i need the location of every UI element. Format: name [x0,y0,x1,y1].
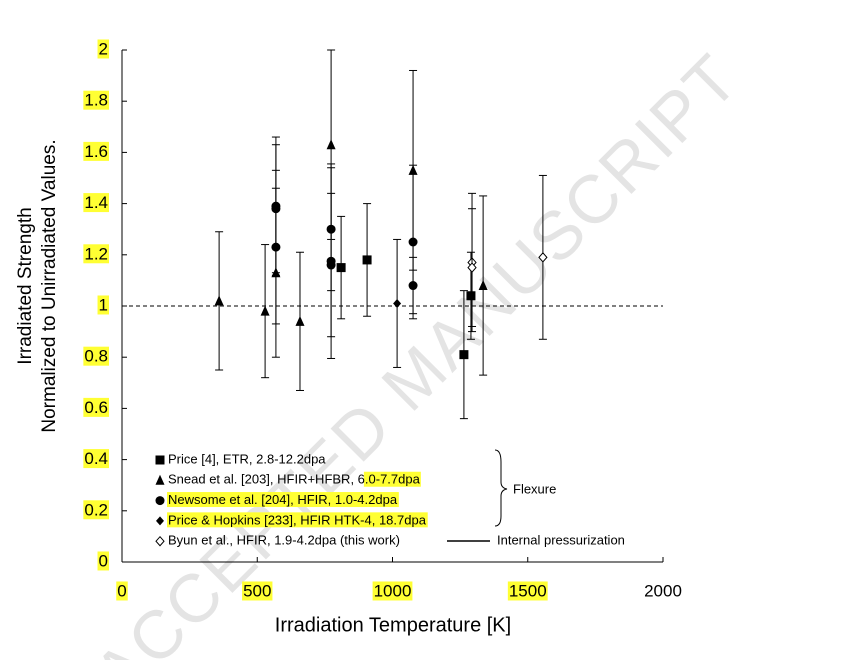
legend-marker [156,516,164,526]
marker [393,298,402,308]
marker [260,305,270,316]
legend-marker [155,496,165,506]
y-tick-label: 1.4 [84,193,108,212]
marker [408,281,418,291]
x-tick-label: 2000 [644,581,682,600]
legend-label: Price & Hopkins [233], HFIR HTK-4, 18.7d… [168,512,427,527]
highlight [83,397,109,417]
marker [295,315,305,326]
highlight [83,500,109,520]
highlight [167,512,428,528]
marker [326,139,336,150]
highlight [372,581,413,601]
highlight [116,581,128,601]
highlight [83,90,109,110]
legend-label: Byun et al., HFIR, 1.9-4.2dpa (this work… [168,533,400,548]
marker [466,291,476,301]
marker [467,262,477,273]
legend-marker [155,535,165,547]
watermark: ACCEPTED MANUSCRIPT [80,40,754,660]
highlight [83,346,109,366]
highlight [507,581,548,601]
marker [336,263,346,273]
y-axis-label: Irradiated Strength [15,207,36,364]
y-tick-label: 0 [99,551,108,570]
x-axis-label: Irradiation Temperature [K] [275,614,511,636]
highlight [83,449,109,469]
brace [494,449,508,527]
legend-label: Newsome et al. [204], HFIR, 1.0-4.2dpa [168,492,398,507]
y-tick-label: 0.8 [84,347,108,366]
marker [214,295,224,306]
y-tick-label: 0.4 [84,449,108,468]
y-tick-label: 0.2 [84,500,108,519]
marker [478,280,488,291]
annotation: Flexure [513,481,556,496]
marker [459,350,469,360]
legend-label: Price [4], ETR, 2.8-12.2dpa [168,451,326,466]
x-tick-label: 1500 [509,581,547,600]
x-tick-label: 0 [117,581,126,600]
watermark-layer: ACCEPTED MANUSCRIPT [80,40,754,660]
y-axis-label: Normalized to Unirradiated Values. [39,139,60,432]
annotation: Internal pressurization [497,532,625,547]
highlight [242,581,273,601]
x-tick-label: 1000 [374,581,412,600]
highlight [363,471,421,487]
highlight [83,193,109,213]
y-tick-label: 1.8 [84,91,108,110]
marker [271,242,281,252]
legend-label: Snead et al. [203], HFIR+HFBR, 6.0-7.7dp… [168,472,421,487]
marker [538,252,548,263]
highlight [97,295,109,315]
highlight [97,39,109,59]
highlight [83,244,109,264]
y-tick-label: 1 [99,295,108,314]
marker [408,237,418,247]
highlight-layer [83,39,548,601]
legend-marker [155,455,165,465]
highlight [97,551,109,571]
y-tick-label: 2 [99,39,108,58]
legend-marker [155,474,165,485]
y-tick-label: 0.6 [84,398,108,417]
marker [362,255,372,265]
highlight [83,141,109,161]
x-tick-label: 500 [243,581,271,600]
marker [326,260,336,270]
highlight [167,492,399,508]
y-tick-label: 1.6 [84,142,108,161]
y-tick-label: 1.2 [84,244,108,263]
